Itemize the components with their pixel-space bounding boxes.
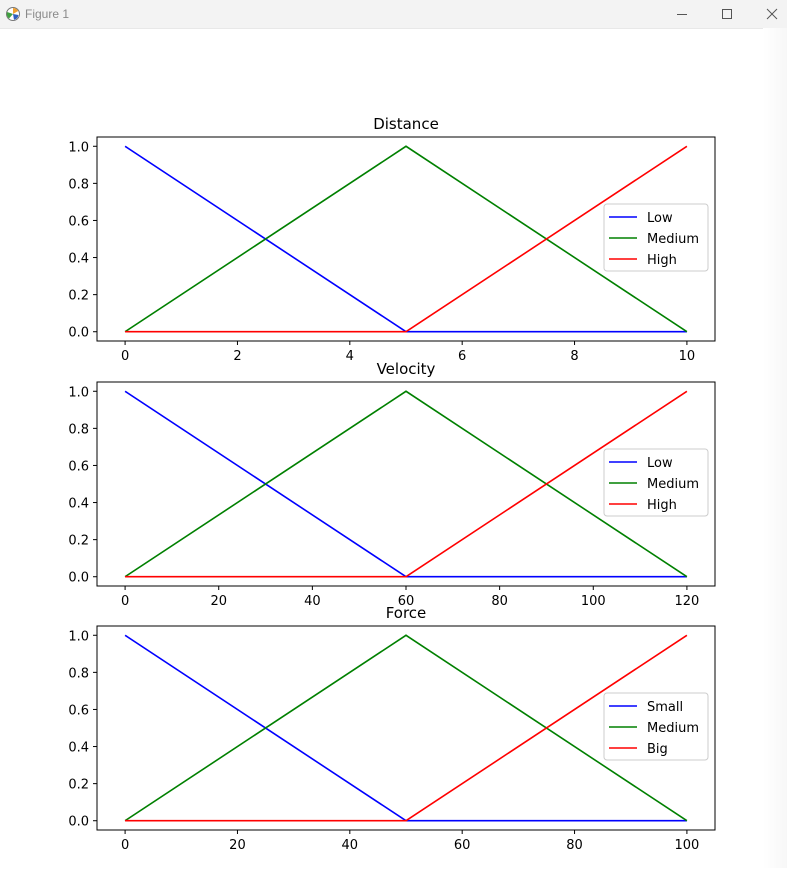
x-tick-label: 0 [121,838,129,853]
legend: Low Medium High [603,448,709,517]
x-tick-label: 40 [304,594,321,609]
x-tick-label: 10 [679,349,696,364]
y-tick-label: 0.8 [68,177,89,192]
y-tick-label: 1.0 [68,629,89,644]
x-tick-label: 60 [454,838,471,853]
subplot-title: Velocity [377,360,436,378]
legend-label-big: Big [647,742,668,757]
y-tick-label: 0.2 [68,778,89,793]
x-tick-label: 0 [121,349,129,364]
x-tick-label: 2 [233,349,241,364]
legend-label-high: High [647,498,677,513]
subplot-distance: Distance 0 2 4 6 8 10 0.0 0.2 0.4 0.6 0.8 1.0 Low Medi… [68,115,716,364]
figure-svg: Distance 0 2 4 6 8 10 0.0 0.2 0.4 0.6 0.8 1.0 Low Medi… [68,115,716,853]
x-tick-label: 100 [674,838,699,853]
x-tick-label: 6 [458,349,466,364]
window-edge [763,28,787,868]
y-tick-label: 0.6 [68,214,89,229]
y-tick-label: 0.0 [68,326,89,341]
y-tick-label: 0.8 [68,666,89,681]
y-tick-label: 0.4 [68,741,89,756]
subplot-velocity: Velocity 0 20 40 60 80 100 120 0.0 0.2 0.4 0.6 0.8 1.… [68,360,716,609]
y-tick-label: 0.4 [68,252,89,267]
close-icon [766,8,778,20]
legend-box [603,203,709,272]
series-line-low [124,145,687,333]
legend-label-low: Low [647,456,673,471]
y-tick-label: 0.8 [68,422,89,437]
series-line-medium [124,634,688,822]
series-line-medium [124,145,688,333]
window-titlebar: Figure 1 [0,0,787,29]
window-title: Figure 1 [25,7,70,21]
y-tick-label: 0.6 [68,459,89,474]
x-tick-label: 40 [342,838,359,853]
close-button[interactable] [749,0,787,28]
legend: Low Medium High [603,203,709,272]
legend-label-high: High [647,253,677,268]
y-tick-label: 1.0 [68,140,89,155]
y-tick-label: 0.0 [68,571,89,586]
figure-canvas: Distance 0 2 4 6 8 10 0.0 0.2 0.4 0.6 0.8 1.0 Low Medi… [0,28,787,868]
x-tick-label: 8 [570,349,578,364]
legend-label-low: Low [647,211,673,226]
legend: Small Medium Big [603,692,709,761]
minimize-icon [677,14,687,15]
x-tick-label: 80 [566,838,583,853]
legend-box [603,448,709,517]
legend-label-medium: Medium [647,232,699,247]
x-tick-label: 80 [491,594,508,609]
axes-frame [96,625,716,831]
x-tick-label: 20 [229,838,246,853]
subplot-force: Force 0 20 40 60 80 100 0.0 0.2 0.4 0.6 0.8 1.0 Small… [68,604,716,853]
x-tick-label: 20 [210,594,227,609]
legend-label-small: Small [647,700,683,715]
series-line-big [125,634,688,822]
maximize-icon [722,9,732,19]
y-tick-label: 0.0 [68,815,89,830]
x-tick-label: 0 [121,594,129,609]
legend-label-medium: Medium [647,721,699,736]
y-tick-label: 0.6 [68,703,89,718]
series-line-high [125,390,688,578]
legend-label-medium: Medium [647,477,699,492]
maximize-button[interactable] [704,0,750,28]
subplot-title: Distance [373,115,439,133]
axes-frame [96,136,716,342]
subplot-title: Force [386,604,427,622]
minimize-button[interactable] [659,0,705,28]
x-tick-label: 60 [398,594,415,609]
y-tick-label: 1.0 [68,385,89,400]
legend-box [603,692,709,761]
series-line-medium [124,390,688,578]
y-tick-label: 0.2 [68,534,89,549]
series-line-low [124,390,687,578]
matplotlib-app-icon [6,7,20,21]
x-tick-label: 100 [581,594,606,609]
series-line-small [124,634,687,822]
x-tick-label: 4 [346,349,354,364]
y-tick-label: 0.2 [68,289,89,304]
y-tick-label: 0.4 [68,497,89,512]
series-line-high [125,145,688,333]
x-tick-label: 120 [674,594,699,609]
